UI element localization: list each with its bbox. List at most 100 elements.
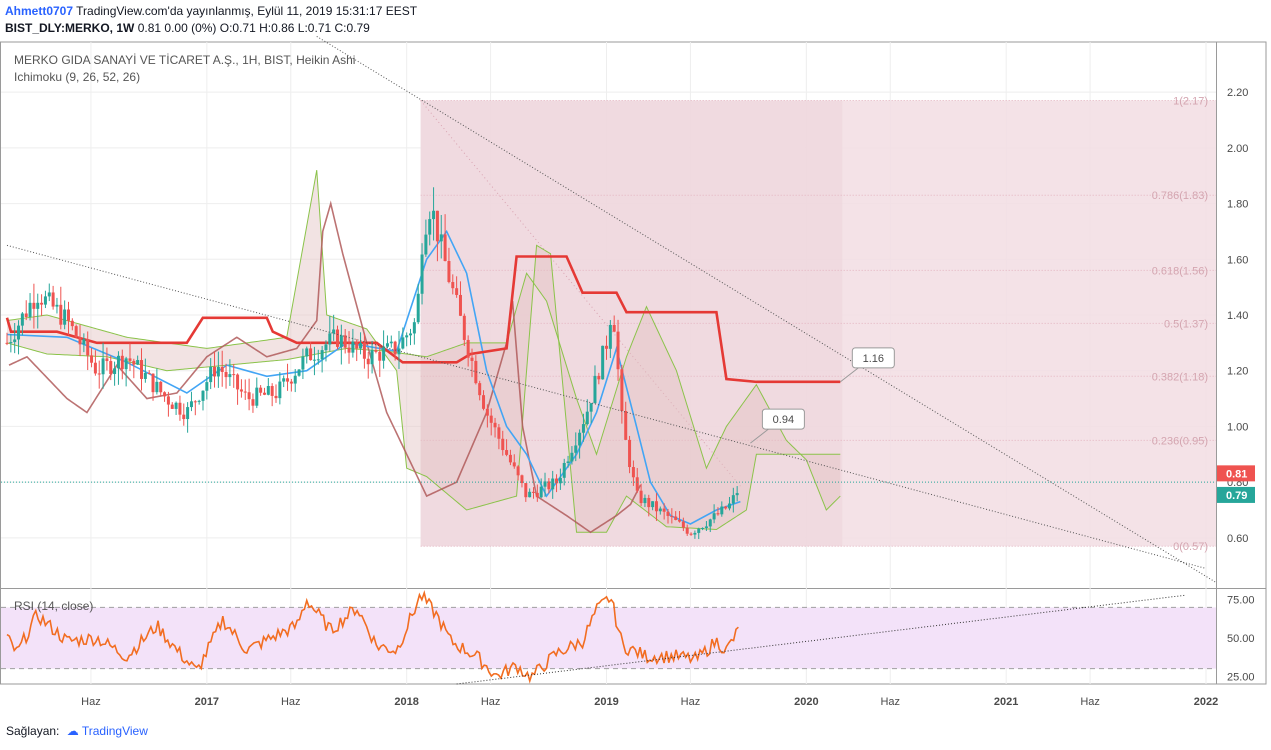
candle-body	[628, 439, 632, 468]
candle-body	[274, 395, 278, 399]
fib-level-label-2: 0.618(1.56)	[1152, 265, 1208, 277]
fib-level-label-4: 0.382(1.18)	[1152, 371, 1208, 383]
candle-body	[558, 477, 562, 484]
candle-body	[458, 294, 462, 316]
candle-body	[147, 372, 151, 374]
candle-body	[213, 366, 217, 377]
candle-body	[178, 402, 182, 415]
candle-body	[428, 219, 432, 235]
candle-body	[355, 341, 359, 349]
candle-body	[731, 495, 735, 504]
candle-body	[601, 345, 605, 380]
candle-body	[593, 375, 597, 404]
rsi-trendline	[456, 594, 1187, 685]
candle-body	[255, 387, 259, 406]
x-tick-3: 2018	[394, 696, 418, 708]
candle-body	[309, 348, 313, 361]
candle-body	[697, 528, 701, 533]
price-tick-0: 2.20	[1227, 87, 1248, 99]
price-tick-6: 1.00	[1227, 421, 1248, 433]
candle-body	[36, 302, 40, 309]
candle-body	[93, 362, 97, 374]
candle-body	[362, 343, 366, 359]
candle-body	[451, 282, 455, 289]
candle-body	[155, 381, 159, 393]
candle-body	[286, 378, 290, 382]
candle-body	[547, 481, 551, 490]
candle-body	[378, 351, 382, 361]
x-tick-2: Haz	[281, 696, 301, 708]
candle-body	[266, 386, 270, 395]
candle-body	[424, 234, 428, 255]
candle-body	[24, 313, 28, 317]
candle-body	[209, 366, 213, 383]
candle-body	[701, 527, 705, 529]
candle-body	[74, 326, 78, 338]
candle-body	[397, 348, 401, 355]
price-tick-5: 1.20	[1227, 366, 1248, 378]
rsi-line	[6, 590, 739, 684]
callout-box-1	[851, 347, 895, 369]
candle-body	[132, 360, 136, 365]
author-link[interactable]: Ahmett0707	[5, 4, 74, 18]
candle-body	[685, 527, 689, 534]
callout-pointer-1	[840, 367, 859, 383]
ichimoku-group	[5, 170, 841, 534]
candle-body	[193, 401, 197, 403]
candle-body	[197, 400, 201, 402]
candle-body	[370, 350, 374, 365]
candle-body	[393, 341, 397, 355]
candle-body	[159, 381, 163, 393]
candle-body	[228, 374, 232, 378]
candle-body	[174, 402, 178, 409]
candle-body	[647, 497, 651, 508]
candle-body	[224, 371, 228, 378]
price-badge-0	[1217, 465, 1255, 482]
candle-body	[689, 533, 693, 535]
candle-body	[347, 347, 351, 353]
candle-body	[66, 309, 70, 321]
candle-body	[163, 392, 167, 397]
candle-body	[366, 358, 370, 365]
candle-body	[136, 360, 140, 365]
candle-body	[412, 322, 416, 334]
candle-body	[570, 452, 574, 462]
candle-body	[597, 375, 601, 380]
candle-body	[170, 404, 174, 409]
candle-body	[720, 506, 724, 515]
candle-body	[251, 399, 255, 406]
candle-body	[243, 391, 247, 393]
x-tick-7: 2020	[794, 696, 818, 708]
candle-body	[658, 508, 662, 512]
chart-title: MERKO GIDA SANAYİ VE TİCARET A.Ş., 1H, B…	[14, 53, 355, 67]
x-tick-8: Haz	[880, 696, 900, 708]
price-tick-1: 2.00	[1227, 143, 1248, 155]
candle-body	[555, 478, 559, 484]
price-tick-8: 0.60	[1227, 533, 1248, 545]
tradingview-link[interactable]: ☁ TradingView	[67, 724, 148, 738]
candle-body	[608, 324, 612, 349]
candle-body	[9, 342, 13, 344]
candle-body	[332, 329, 336, 334]
tradingview-brand: TradingView	[81, 724, 148, 738]
candle-body	[109, 361, 113, 375]
candle-body	[201, 390, 205, 401]
candle-body	[305, 348, 309, 357]
candle-body	[97, 373, 101, 375]
candle-body	[631, 467, 635, 478]
candle-body	[524, 483, 528, 498]
candle-body	[320, 350, 324, 360]
price-badge-1	[1217, 486, 1255, 503]
candle-body	[289, 381, 293, 384]
candle-body	[20, 313, 24, 326]
candle-body	[712, 513, 716, 520]
tradingview-logo-icon: ☁	[66, 724, 79, 738]
x-tick-9: 2021	[994, 696, 1018, 708]
candle-body	[612, 324, 616, 332]
fib-level-label-1: 0.786(1.83)	[1152, 190, 1208, 202]
candle-body	[259, 387, 263, 393]
candle-body	[455, 288, 459, 295]
candle-body	[420, 254, 424, 294]
candle-body	[462, 315, 466, 340]
